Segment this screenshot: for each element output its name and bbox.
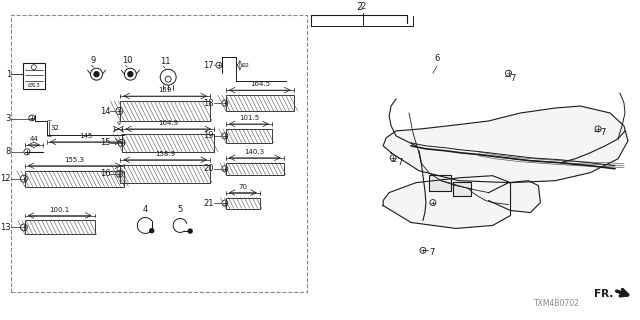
Text: 13: 13	[0, 223, 11, 232]
Bar	[120, 101, 210, 121]
Text: 9: 9	[91, 56, 96, 65]
Text: 158.9: 158.9	[155, 151, 175, 157]
Circle shape	[128, 72, 133, 77]
Bar	[226, 129, 271, 143]
Text: 101.5: 101.5	[239, 115, 259, 121]
Text: 19: 19	[204, 132, 214, 140]
Bar	[226, 95, 294, 111]
Text: 5: 5	[177, 204, 183, 213]
Text: 44: 44	[29, 136, 38, 142]
Circle shape	[94, 72, 99, 77]
Polygon shape	[383, 176, 511, 228]
Text: 164.9: 164.9	[158, 120, 178, 126]
Text: 6: 6	[434, 54, 440, 63]
Text: 14: 14	[100, 107, 111, 116]
Polygon shape	[488, 181, 540, 212]
Bar	[25, 220, 95, 235]
Circle shape	[188, 229, 192, 233]
Bar	[453, 182, 470, 196]
Text: 18: 18	[204, 99, 214, 108]
Text: 2: 2	[360, 3, 366, 12]
Text: 17: 17	[204, 61, 214, 70]
Bar	[120, 165, 210, 183]
Text: 2: 2	[356, 3, 362, 12]
Text: 7: 7	[600, 128, 605, 137]
Text: TXM4B0702: TXM4B0702	[534, 299, 580, 308]
Text: 21: 21	[204, 199, 214, 208]
Circle shape	[150, 229, 154, 233]
Text: 4: 4	[143, 204, 148, 213]
Text: 9: 9	[116, 121, 120, 126]
Bar	[226, 197, 260, 209]
Text: 155.3: 155.3	[65, 157, 84, 163]
Text: 10: 10	[122, 56, 132, 65]
Text: 1: 1	[6, 70, 11, 79]
Bar	[11, 15, 307, 292]
Text: 15: 15	[100, 138, 111, 147]
Text: 3: 3	[6, 115, 11, 124]
Text: 145: 145	[79, 133, 92, 139]
Bar	[122, 134, 214, 152]
Text: 16: 16	[100, 169, 111, 178]
Text: 20: 20	[204, 164, 214, 173]
Text: 12: 12	[1, 174, 11, 183]
Text: 7: 7	[397, 158, 403, 167]
Text: Ø13: Ø13	[28, 83, 40, 88]
Bar	[226, 163, 284, 175]
Text: 7: 7	[429, 248, 435, 257]
Text: 7: 7	[511, 74, 516, 83]
Polygon shape	[383, 106, 628, 183]
Text: 100.1: 100.1	[49, 206, 70, 212]
Text: 164.5: 164.5	[250, 81, 269, 87]
Text: 159: 159	[159, 87, 172, 93]
Text: FR.: FR.	[594, 289, 614, 299]
Text: 11: 11	[160, 57, 170, 66]
Bar	[25, 171, 124, 187]
Text: 32: 32	[51, 125, 60, 131]
Bar	[429, 175, 451, 191]
Bar	[23, 63, 45, 89]
Text: 22: 22	[242, 63, 250, 68]
Text: 8: 8	[6, 147, 11, 156]
Text: 140.3: 140.3	[244, 149, 265, 155]
Text: 70: 70	[238, 184, 247, 190]
